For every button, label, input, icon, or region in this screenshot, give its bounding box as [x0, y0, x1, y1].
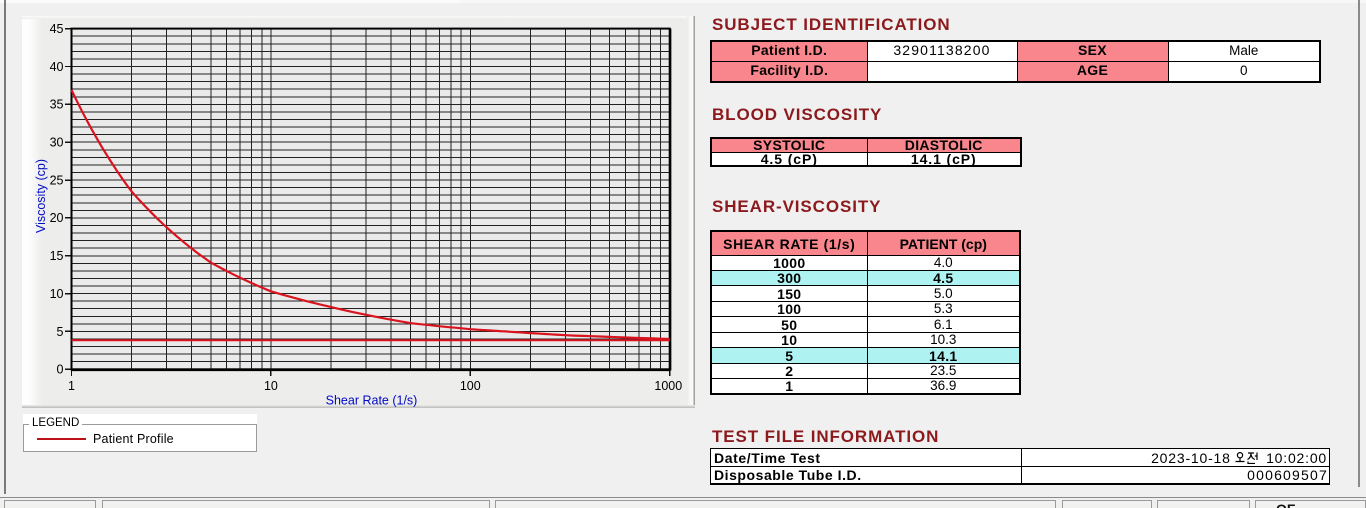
svg-text:40: 40 — [50, 60, 64, 74]
svg-text:100: 100 — [460, 379, 481, 393]
svg-text:35: 35 — [50, 98, 64, 112]
svg-text:10: 10 — [264, 379, 278, 393]
svg-text:Viscosity (cp): Viscosity (cp) — [34, 159, 48, 233]
svg-text:15: 15 — [50, 249, 64, 263]
svg-text:25: 25 — [50, 173, 64, 187]
svg-text:1000: 1000 — [654, 379, 682, 393]
svg-text:5: 5 — [57, 325, 64, 339]
svg-text:1: 1 — [68, 379, 75, 393]
svg-text:Shear Rate (1/s): Shear Rate (1/s) — [326, 394, 418, 408]
svg-text:10: 10 — [50, 287, 64, 301]
svg-text:0: 0 — [57, 363, 64, 377]
svg-text:30: 30 — [50, 136, 64, 150]
svg-text:20: 20 — [50, 211, 64, 225]
svg-text:45: 45 — [50, 22, 64, 36]
